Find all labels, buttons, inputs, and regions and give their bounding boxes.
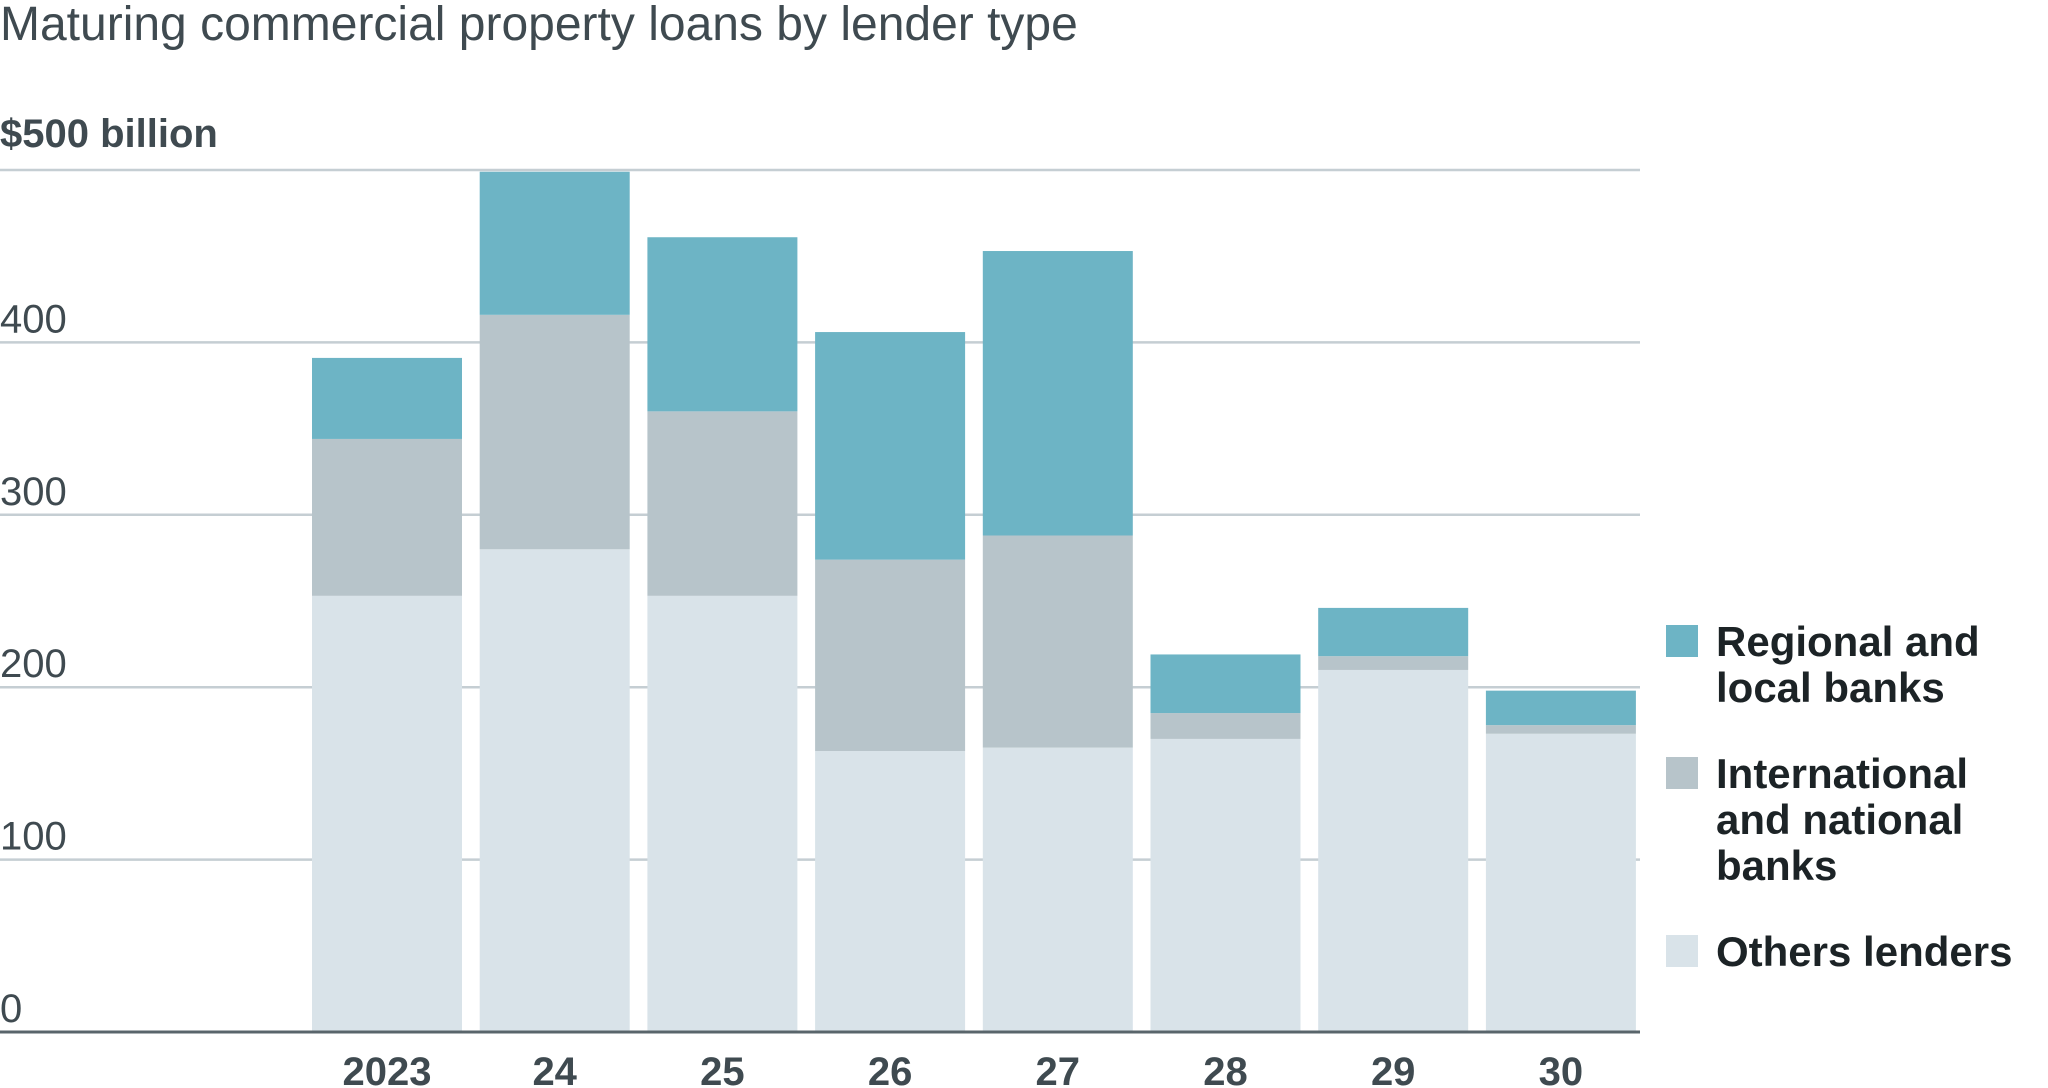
x-tick-label: 24: [532, 1050, 577, 1088]
bar-segment: [479, 549, 630, 1032]
bar-segment: [815, 750, 966, 1032]
legend-swatch: [1666, 625, 1698, 657]
bar-segment: [982, 251, 1133, 536]
bar-segment: [815, 559, 966, 751]
bars: [312, 171, 1636, 1032]
legend-label: local banks: [1716, 664, 1945, 711]
x-tick-label: 27: [1036, 1050, 1081, 1088]
y-axis-ticks: 0 100 200 300 400: [0, 297, 67, 1031]
bar-segment: [312, 357, 462, 439]
legend-label: and national: [1716, 796, 1963, 843]
bar-segment: [1485, 690, 1636, 726]
x-tick-label: 2023: [343, 1050, 432, 1088]
bar-segment: [1485, 733, 1636, 1032]
bar-segment: [479, 314, 630, 550]
y-tick-label: 100: [0, 815, 67, 859]
x-tick-label: 25: [700, 1050, 745, 1088]
y-tick-label: 0: [0, 987, 22, 1031]
bar-segment: [647, 595, 798, 1032]
bar-segment: [1318, 656, 1469, 670]
legend-label: Regional and: [1716, 618, 1980, 665]
x-tick-label: 26: [868, 1050, 913, 1088]
legend-label: banks: [1716, 842, 1837, 889]
bar-segment: [312, 595, 462, 1032]
bar-segment: [1150, 738, 1301, 1032]
y-tick-label: 200: [0, 642, 67, 686]
y-tick-label: 300: [0, 470, 67, 514]
legend-swatch: [1666, 935, 1698, 967]
bar-segment: [982, 535, 1133, 748]
y-axis-unit-label: $500 billion: [0, 112, 218, 156]
bar-segment: [647, 237, 798, 412]
legend-swatch: [1666, 757, 1698, 789]
bar-segment: [1150, 654, 1301, 714]
bar-segment: [815, 332, 966, 560]
bar-segment: [982, 747, 1133, 1032]
legend-label: International: [1716, 750, 1968, 797]
bar-segment: [1150, 713, 1301, 739]
x-tick-label: 28: [1203, 1050, 1248, 1088]
bar-segment: [647, 411, 798, 596]
bar-segment: [1318, 607, 1469, 657]
bar-segment: [1318, 669, 1469, 1032]
x-tick-label: 29: [1371, 1050, 1416, 1088]
y-tick-label: 400: [0, 297, 67, 341]
bar-segment: [312, 438, 462, 596]
bar-segment: [1485, 725, 1636, 734]
chart-title: Maturing commercial property loans by le…: [0, 0, 1078, 51]
x-tick-label: 30: [1539, 1050, 1584, 1088]
bar-segment: [479, 171, 630, 315]
x-axis-ticks: 2023 24 25 26 27 28 29 30: [343, 1050, 1584, 1088]
legend-label: Others lenders: [1716, 928, 2012, 975]
